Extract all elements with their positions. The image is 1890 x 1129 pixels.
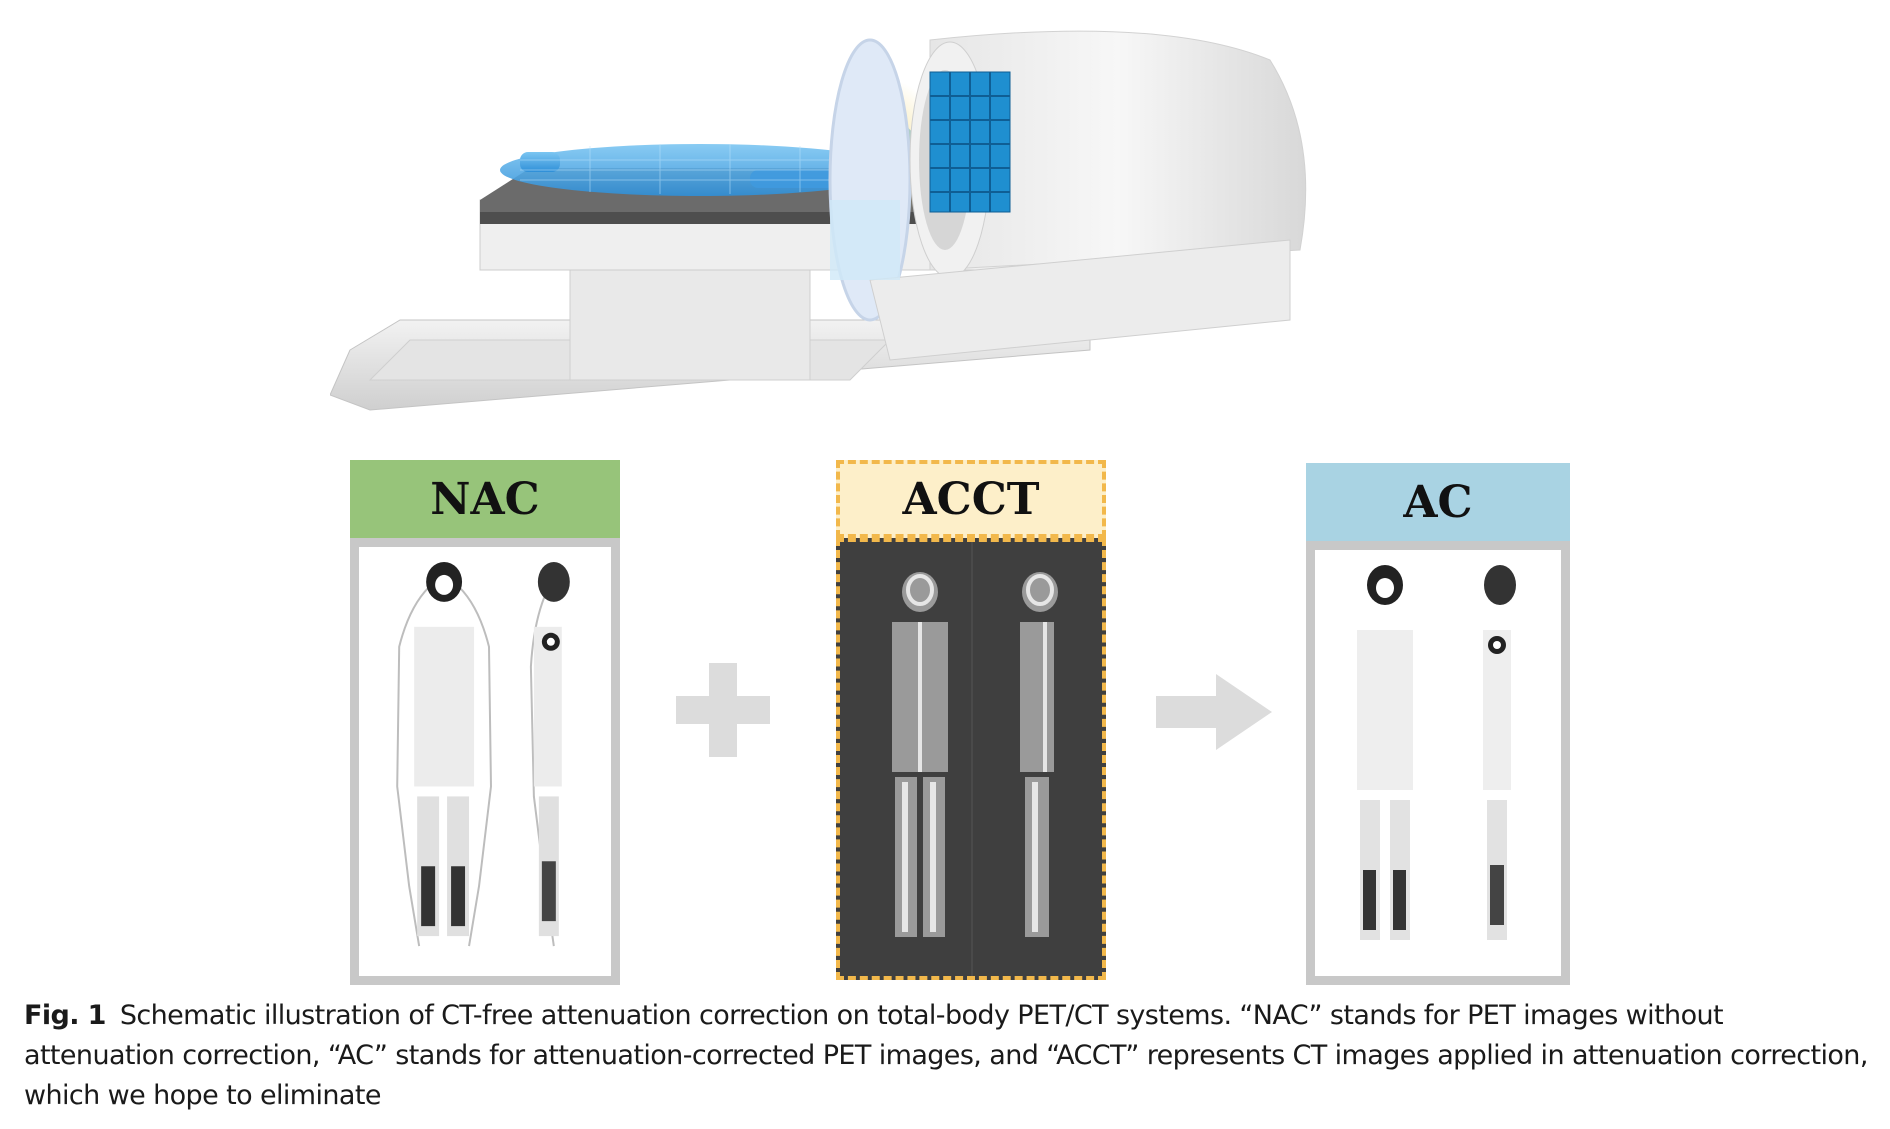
ac-header: AC (1306, 463, 1570, 541)
acct-ct-images (892, 542, 1058, 976)
nac-pet-images (396, 561, 570, 947)
nac-panel: NAC (350, 460, 620, 985)
arrow-right-icon (1156, 674, 1272, 750)
caption-text: Schematic illustration of CT-free attenu… (24, 1000, 1868, 1111)
nac-image-frame (350, 538, 620, 985)
pet-ct-scanner-illustration (330, 30, 1307, 411)
ac-pet-images (1357, 565, 1516, 940)
acct-image-frame (836, 538, 1106, 980)
detector-blocks (929, 71, 1011, 213)
acct-panel: ACCT (836, 460, 1106, 980)
figure-caption: Fig. 1 Schematic illustration of CT-free … (24, 996, 1874, 1116)
plus-icon (676, 663, 770, 757)
nac-header: NAC (350, 460, 620, 538)
ac-panel: AC (1306, 463, 1570, 985)
ac-image-frame (1306, 541, 1570, 985)
figure-label: Fig. 1 (24, 1000, 106, 1031)
acct-header: ACCT (836, 460, 1106, 538)
